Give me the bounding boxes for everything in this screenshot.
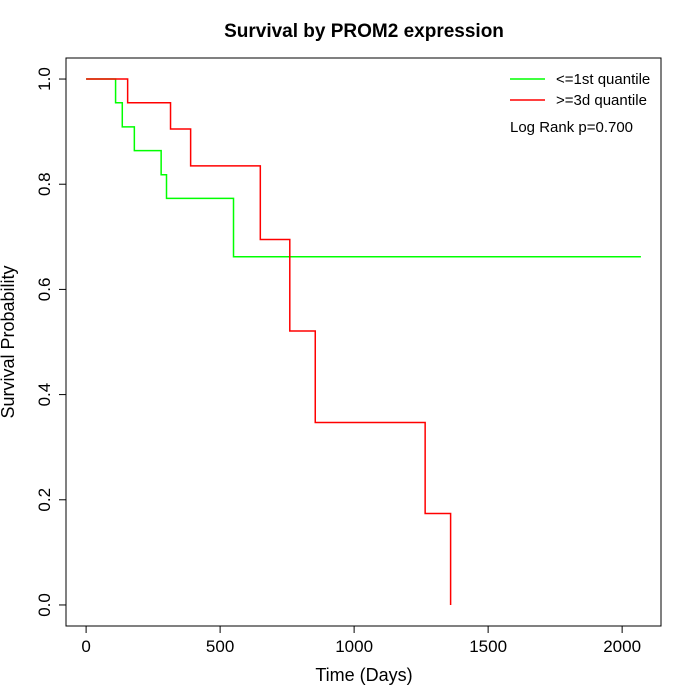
x-tick-label: 500 — [206, 637, 234, 656]
plot-frame — [65, 57, 662, 627]
y-axis-title: Survival Probability — [0, 265, 18, 418]
y-tick-label: 0.4 — [35, 383, 54, 407]
x-axis-title: Time (Days) — [315, 665, 412, 685]
legend-label-2: >=3d quantile — [556, 92, 647, 109]
y-tick-label: 0.6 — [35, 278, 54, 302]
x-axis: 0 500 1000 1500 2000 — [81, 625, 641, 656]
x-tick-label: 0 — [81, 637, 90, 656]
y-axis: 0.0 0.2 0.4 0.6 0.8 1.0 — [35, 67, 67, 617]
chart-title: Survival by PROM2 expression — [224, 21, 504, 42]
series-line-1 — [86, 78, 641, 258]
legend: <=1st quantile >=3d quantile — [510, 71, 650, 109]
y-tick-label: 0.8 — [35, 172, 54, 196]
y-tick-label: 0.2 — [35, 488, 54, 512]
y-tick-label: 1.0 — [35, 67, 54, 91]
log-rank-annotation: Log Rank p=0.700 — [510, 119, 633, 136]
x-tick-label: 1500 — [469, 637, 507, 656]
series-layer — [86, 78, 641, 605]
x-tick-label: 1000 — [335, 637, 373, 656]
x-tick-label: 2000 — [603, 637, 641, 656]
y-tick-label: 0.0 — [35, 593, 54, 617]
series-line-2 — [86, 78, 452, 605]
legend-label-1: <=1st quantile — [556, 71, 650, 88]
